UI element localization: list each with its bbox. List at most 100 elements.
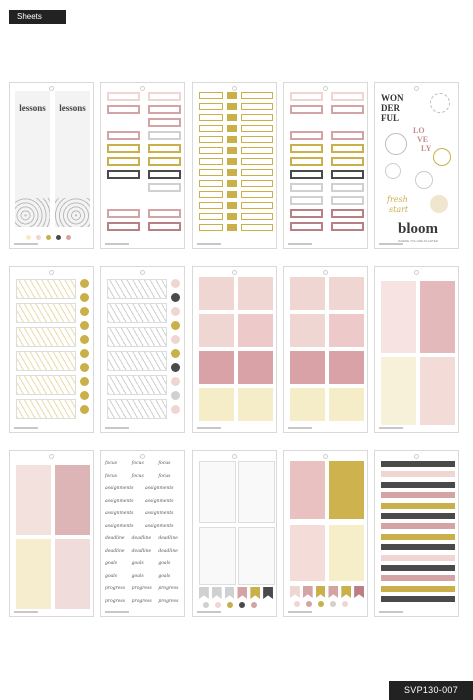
flower-sticker bbox=[430, 93, 450, 113]
badge-sticker-1 bbox=[385, 133, 407, 155]
washi-strip-sticker bbox=[381, 544, 455, 551]
label-sticker bbox=[107, 170, 140, 179]
gold-label-sticker bbox=[241, 92, 273, 99]
word-sticker: focus bbox=[158, 473, 171, 479]
flag-sticker bbox=[354, 586, 364, 598]
card-bottom-left bbox=[290, 525, 325, 581]
box-sticker bbox=[329, 314, 364, 347]
label-sticker bbox=[148, 222, 181, 231]
dot-sticker bbox=[306, 601, 312, 607]
sticker-sheet-13[interactable] bbox=[192, 450, 277, 617]
bloom-subtitle: WHERE YOU ARE PLANTED bbox=[398, 239, 438, 243]
box-sticker bbox=[329, 388, 364, 421]
card-top-left bbox=[290, 461, 325, 519]
dot-sticker bbox=[80, 321, 89, 330]
gold-label-sticker bbox=[241, 136, 273, 143]
word-sticker: assignments bbox=[145, 498, 174, 504]
word-sticker: assignments bbox=[105, 498, 134, 504]
gold-flag-sticker bbox=[227, 213, 237, 220]
sticker-sheet-10[interactable] bbox=[374, 266, 459, 433]
dot-row bbox=[26, 235, 86, 241]
lessons-title-left: lessons bbox=[19, 103, 46, 113]
label-sticker bbox=[331, 157, 364, 166]
hang-hole bbox=[323, 270, 328, 275]
label-sticker bbox=[148, 144, 181, 153]
gold-label-sticker bbox=[199, 191, 223, 198]
floral-strip-sticker bbox=[107, 327, 167, 347]
dot-sticker bbox=[80, 335, 89, 344]
gold-flag-sticker bbox=[227, 224, 237, 231]
script-start: start bbox=[389, 205, 409, 214]
word-sticker: goals bbox=[158, 573, 171, 579]
label-sticker bbox=[107, 196, 140, 205]
sticker-sheet-1[interactable]: lessons lessons bbox=[9, 82, 94, 249]
box-sticker bbox=[290, 277, 325, 310]
washi-strip-sticker bbox=[381, 575, 455, 582]
hang-hole bbox=[414, 270, 419, 275]
gold-flag-sticker bbox=[227, 136, 237, 143]
label-sticker bbox=[331, 144, 364, 153]
gold-label-sticker bbox=[199, 125, 223, 132]
sheet-footer bbox=[288, 427, 312, 429]
label-sticker bbox=[107, 131, 140, 140]
dot-sticker bbox=[80, 363, 89, 372]
word-sticker: goals bbox=[131, 561, 144, 566]
sticker-sheet-11[interactable] bbox=[9, 450, 94, 617]
sticker-sheet-15[interactable] bbox=[374, 450, 459, 617]
gold-label-sticker bbox=[241, 213, 273, 220]
sticker-sheet-9[interactable] bbox=[283, 266, 368, 433]
word-sticker: deadline bbox=[131, 548, 152, 554]
box-bottom-left bbox=[16, 539, 51, 609]
sticker-sheet-7[interactable] bbox=[100, 266, 185, 433]
sticker-sheet-14[interactable] bbox=[283, 450, 368, 617]
gold-label-sticker bbox=[199, 114, 223, 121]
dot-sticker bbox=[239, 602, 245, 608]
word-sticker: focus bbox=[131, 473, 144, 479]
flag-sticker bbox=[341, 586, 352, 598]
sheet-footer bbox=[197, 611, 221, 613]
dot-sticker bbox=[80, 405, 89, 414]
sticker-sheet-4[interactable] bbox=[283, 82, 368, 249]
washi-strip-sticker bbox=[381, 461, 455, 467]
washi-strip-sticker bbox=[381, 596, 455, 603]
word-lovely-2: VE bbox=[417, 135, 429, 144]
flag-row bbox=[290, 586, 364, 598]
word-sticker: progress bbox=[158, 598, 179, 604]
dot-sticker bbox=[171, 307, 180, 316]
label-sticker bbox=[107, 183, 140, 192]
sticker-sheet-12[interactable]: focus focus focus focus focus focus assignment… bbox=[100, 450, 185, 617]
sheet-footer bbox=[379, 611, 403, 613]
dot-sticker bbox=[227, 602, 233, 608]
badge-sticker-4 bbox=[415, 171, 433, 189]
dot-sticker bbox=[80, 279, 89, 288]
dot-sticker bbox=[171, 321, 180, 330]
flag-sticker bbox=[224, 587, 235, 599]
gold-label-sticker bbox=[199, 202, 223, 209]
sticker-sheet-3[interactable] bbox=[192, 82, 277, 249]
dot-sticker bbox=[294, 601, 300, 607]
badge-sticker-5 bbox=[430, 195, 448, 213]
gold-flag-sticker bbox=[227, 92, 237, 99]
hang-hole bbox=[140, 454, 145, 459]
sticker-sheet-2[interactable] bbox=[100, 82, 185, 249]
floral-strip-sticker bbox=[107, 279, 167, 299]
washi-strip-sticker bbox=[381, 554, 455, 561]
sticker-sheet-5[interactable]: WON DER FUL LO VE LY fresh start bloom W… bbox=[374, 82, 459, 249]
box-sticker bbox=[290, 314, 325, 347]
hang-hole bbox=[232, 86, 237, 91]
label-sticker bbox=[148, 105, 181, 114]
word-lovely-1: LO bbox=[413, 126, 425, 135]
gold-label-sticker bbox=[241, 180, 273, 187]
sticker-sheet-8[interactable] bbox=[192, 266, 277, 433]
word-sticker: deadline bbox=[105, 536, 125, 541]
box-sticker bbox=[199, 388, 234, 421]
label-sticker bbox=[290, 196, 323, 205]
hang-hole bbox=[323, 454, 328, 459]
sticker-sheet-6[interactable] bbox=[9, 266, 94, 433]
word-sticker: deadline bbox=[105, 548, 125, 554]
sheet-footer bbox=[14, 427, 38, 429]
floral-strip-sticker bbox=[107, 399, 167, 419]
dot-sticker bbox=[171, 335, 180, 344]
flag-sticker bbox=[302, 586, 313, 598]
sheet-footer bbox=[105, 243, 129, 245]
